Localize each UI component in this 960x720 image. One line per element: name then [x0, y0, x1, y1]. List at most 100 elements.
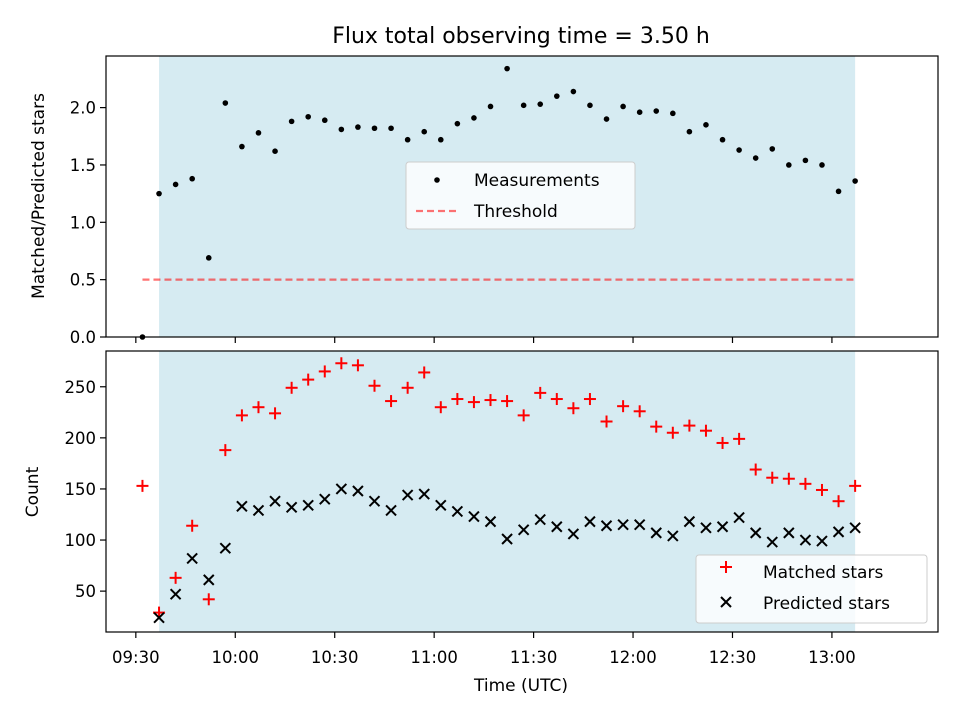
data-point — [769, 146, 776, 152]
chart-title: Flux total observing time = 3.50 h — [332, 24, 710, 49]
matched-point — [501, 395, 514, 408]
data-point — [288, 118, 295, 125]
predicted-point — [716, 521, 729, 533]
matched-point — [484, 394, 497, 407]
predicted-point — [749, 527, 762, 539]
data-point — [752, 155, 759, 161]
predicted-point — [153, 611, 165, 624]
matched-point — [285, 381, 298, 394]
predicted-point — [733, 511, 745, 524]
legend-swatch-matched — [720, 561, 732, 573]
data-point — [156, 190, 162, 197]
predicted-point — [401, 489, 414, 501]
panel-ratio: 0.00.51.01.52.0 Matched/Predicted stars … — [29, 55, 939, 347]
data-point — [239, 143, 245, 150]
data-point — [653, 108, 660, 114]
matched-point — [318, 365, 331, 378]
predicted-point — [667, 530, 679, 542]
matched-point — [815, 483, 828, 496]
data-point — [819, 162, 825, 168]
matched-point — [418, 366, 431, 379]
matched-point — [733, 432, 746, 445]
data-point — [255, 130, 262, 136]
data-point — [321, 117, 328, 124]
data-point — [554, 93, 560, 99]
predicted-point — [451, 505, 464, 518]
matched-point — [782, 472, 795, 485]
data-point — [603, 116, 610, 122]
legend-label-threshold: Threshold — [473, 202, 558, 222]
predicted-point — [799, 534, 812, 546]
predicted-point — [484, 515, 497, 528]
data-point — [437, 136, 444, 143]
legend-label-predicted: Predicted stars — [763, 594, 890, 614]
predicted-point — [700, 522, 712, 534]
predicted-point — [319, 493, 331, 505]
y-tick-label: 100 — [65, 531, 97, 550]
predicted-point — [252, 504, 265, 517]
predicted-point — [567, 528, 580, 540]
y-tick-label: 200 — [65, 429, 97, 448]
data-point — [172, 181, 179, 188]
predicted-point — [683, 515, 696, 528]
predicted-point — [517, 524, 530, 536]
matched-point — [451, 393, 464, 406]
predicted-point — [186, 552, 198, 565]
data-point — [686, 128, 693, 135]
predicted-point — [584, 515, 596, 528]
legend-label-measurements: Measurements — [474, 171, 600, 191]
matched-point — [633, 405, 646, 418]
predicted-point — [650, 527, 662, 539]
data-point — [272, 148, 278, 154]
legend-bottom: Matched stars Predicted stars — [695, 554, 928, 624]
predicted-point — [302, 499, 314, 512]
legend-swatch-measurements — [434, 177, 440, 183]
predicted-point — [766, 536, 778, 548]
predicted-point — [203, 574, 215, 586]
predicted-point — [617, 519, 629, 531]
y-tick-label: 0.0 — [70, 328, 96, 347]
data-point — [305, 113, 311, 120]
legend-swatch-predicted — [720, 596, 732, 608]
y-axis-label-count: Count — [23, 466, 43, 517]
matched-point — [269, 407, 282, 420]
matched-point — [219, 444, 232, 457]
data-point — [636, 109, 643, 115]
predicted-point — [236, 500, 248, 513]
data-point — [454, 120, 461, 127]
legend-box — [695, 554, 928, 624]
data-point — [205, 255, 212, 261]
matched-point — [368, 379, 381, 392]
legend-top: Measurements Threshold — [405, 161, 636, 230]
data-point — [802, 157, 809, 164]
data-point — [504, 65, 510, 72]
y-tick-label: 150 — [65, 480, 97, 499]
x-tick-label: 10:30 — [311, 648, 359, 667]
data-point — [786, 162, 792, 168]
matched-point — [617, 400, 630, 413]
data-point — [835, 188, 842, 195]
panel-counts: 50 100 150 200 250 Count Matched stars Predi… — [23, 350, 939, 638]
predicted-point — [169, 588, 182, 600]
predicted-point — [269, 495, 281, 507]
matched-point — [235, 409, 248, 422]
plot-frame-top — [105, 55, 939, 338]
data-point — [338, 126, 345, 133]
y-axis-label-ratio: Matched/Predicted stars — [29, 93, 49, 299]
matched-point — [434, 401, 447, 414]
matched-point — [567, 402, 580, 415]
matched-point — [650, 420, 663, 433]
data-point — [537, 101, 544, 107]
data-point — [404, 136, 411, 143]
data-point — [371, 125, 378, 132]
x-tick-label: 12:00 — [609, 648, 657, 667]
y-tick-label: 2.0 — [70, 99, 96, 118]
matched-point — [534, 386, 547, 399]
predicted-point — [435, 499, 447, 512]
matched-point — [467, 396, 480, 409]
data-point — [222, 100, 229, 106]
matched-point — [351, 359, 364, 372]
matched-point — [799, 477, 812, 490]
matched-point — [666, 426, 679, 439]
